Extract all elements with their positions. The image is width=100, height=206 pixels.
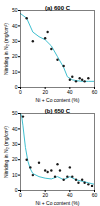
- svg-text:30: 30: [12, 38, 18, 44]
- svg-text:20: 20: [42, 89, 48, 95]
- svg-text:0: 0: [19, 89, 22, 95]
- svg-text:0: 0: [15, 84, 18, 90]
- svg-text:Nitriding in N₂ (mg/cm²): Nitriding in N₂ (mg/cm²): [3, 126, 9, 178]
- svg-text:60: 60: [92, 89, 98, 95]
- svg-text:60: 60: [92, 192, 98, 198]
- svg-text:30: 30: [12, 141, 18, 147]
- svg-text:(b) 650 C: (b) 650 C: [45, 108, 71, 114]
- svg-text:40: 40: [67, 89, 73, 95]
- svg-text:0: 0: [15, 187, 18, 193]
- svg-text:(a) 600 C: (a) 600 C: [45, 5, 71, 11]
- svg-text:20: 20: [12, 53, 18, 59]
- svg-text:40: 40: [12, 23, 18, 29]
- svg-text:40: 40: [12, 126, 18, 132]
- svg-text:Ni + Co content (%): Ni + Co content (%): [36, 97, 80, 103]
- svg-text:Ni + Co content (%): Ni + Co content (%): [36, 200, 80, 206]
- svg-text:10: 10: [12, 69, 18, 75]
- svg-text:20: 20: [42, 192, 48, 198]
- svg-text:50: 50: [12, 110, 18, 116]
- svg-text:Nitriding in N₂ (mg/cm²): Nitriding in N₂ (mg/cm²): [3, 23, 9, 75]
- svg-text:20: 20: [12, 156, 18, 162]
- svg-text:40: 40: [67, 192, 73, 198]
- svg-text:0: 0: [19, 192, 22, 198]
- svg-text:50: 50: [12, 7, 18, 13]
- svg-text:10: 10: [12, 172, 18, 178]
